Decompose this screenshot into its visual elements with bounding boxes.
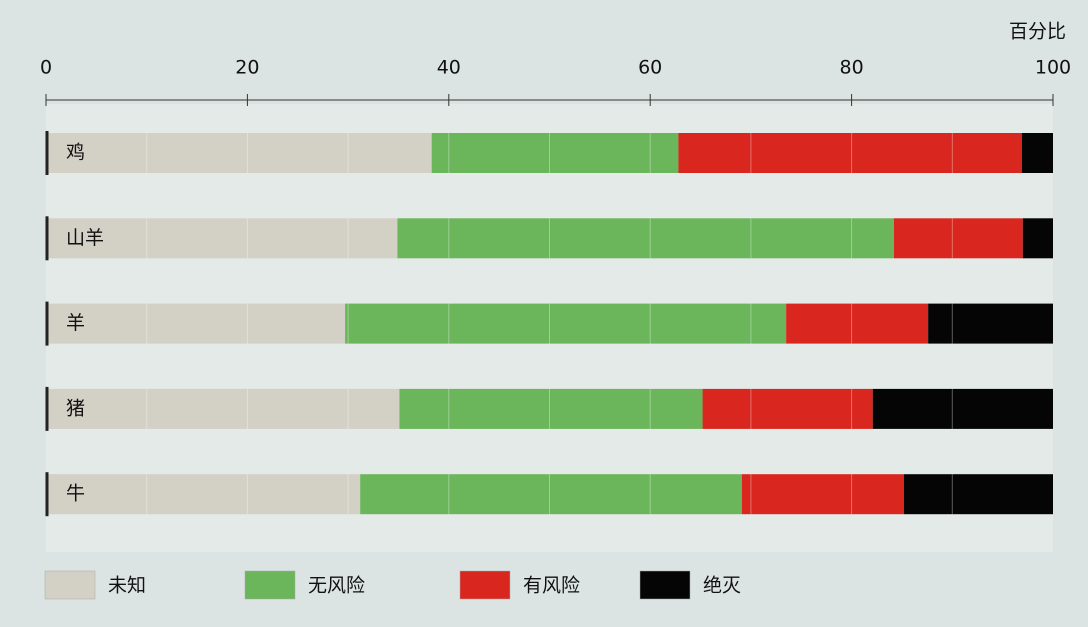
legend-swatch bbox=[639, 570, 691, 600]
x-tick-label: 20 bbox=[235, 57, 259, 79]
bar-segment bbox=[397, 218, 894, 259]
bar-segment bbox=[1022, 218, 1053, 259]
bar-segment bbox=[702, 388, 873, 429]
legend-swatch bbox=[459, 570, 511, 600]
x-tick-label: 100 bbox=[1035, 57, 1071, 79]
bar-segment bbox=[399, 388, 703, 429]
bar-segment bbox=[345, 303, 787, 344]
legend-label: 有风险 bbox=[523, 575, 580, 597]
x-tick-label: 40 bbox=[437, 57, 461, 79]
category-label: 山羊 bbox=[66, 227, 104, 249]
bar-segment bbox=[46, 303, 346, 344]
bar-segment bbox=[1021, 133, 1053, 173]
legend-label: 无风险 bbox=[308, 575, 365, 597]
bar-segment bbox=[46, 218, 398, 259]
bar-segment bbox=[46, 388, 400, 429]
bar-segment bbox=[741, 474, 904, 515]
category-label: 鸡 bbox=[66, 142, 85, 164]
bar-segment bbox=[928, 303, 1053, 344]
bar-segment bbox=[903, 474, 1053, 515]
bar-segment bbox=[46, 474, 361, 515]
bar-segment bbox=[46, 133, 432, 173]
legend-label: 未知 bbox=[108, 575, 146, 597]
category-label: 羊 bbox=[66, 312, 85, 334]
legend-swatch bbox=[244, 570, 296, 600]
x-tick-label: 0 bbox=[40, 57, 52, 79]
x-tick-label: 60 bbox=[638, 57, 662, 79]
legend-swatch bbox=[44, 570, 96, 600]
bar-segment bbox=[893, 218, 1023, 259]
x-tick-label: 80 bbox=[840, 57, 864, 79]
bar-segment bbox=[786, 303, 929, 344]
category-label: 猪 bbox=[66, 397, 85, 419]
x-axis-label: 百分比 bbox=[1009, 21, 1066, 43]
bar-segment bbox=[678, 133, 1022, 173]
bar-segment bbox=[872, 388, 1053, 429]
category-label: 牛 bbox=[66, 483, 85, 505]
bar-segment bbox=[431, 133, 679, 173]
legend-label: 绝灭 bbox=[703, 575, 741, 597]
bar-segment bbox=[360, 474, 742, 515]
